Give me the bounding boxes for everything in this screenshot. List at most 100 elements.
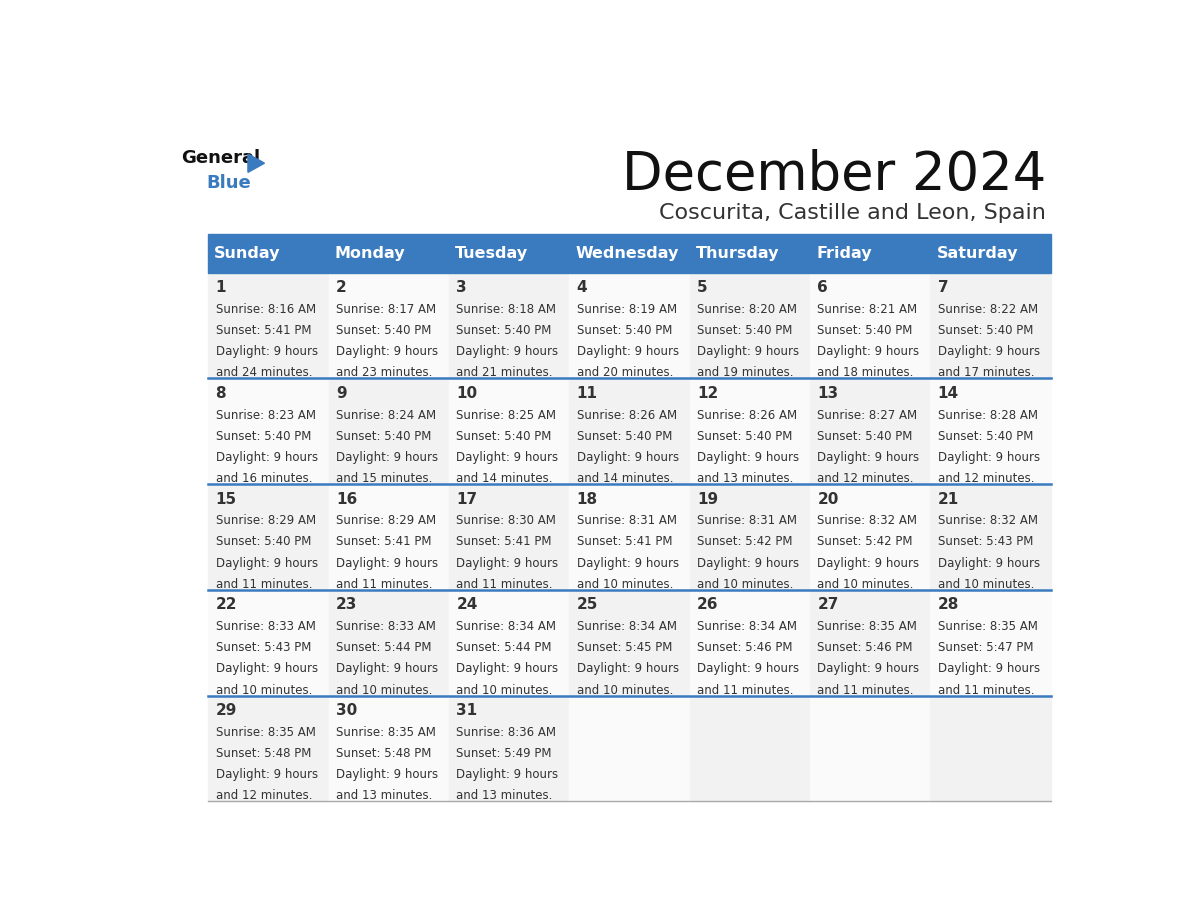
Text: Sunset: 5:46 PM: Sunset: 5:46 PM	[817, 641, 912, 655]
Text: Daylight: 9 hours: Daylight: 9 hours	[456, 556, 558, 570]
Text: and 13 minutes.: and 13 minutes.	[456, 789, 552, 802]
Text: and 10 minutes.: and 10 minutes.	[817, 577, 914, 591]
Bar	[208, 590, 329, 696]
Bar	[690, 273, 810, 378]
Text: 26: 26	[697, 598, 719, 612]
Bar	[329, 484, 449, 590]
Text: Sunrise: 8:30 AM: Sunrise: 8:30 AM	[456, 514, 556, 527]
Text: 29: 29	[215, 703, 236, 718]
Text: and 10 minutes.: and 10 minutes.	[576, 577, 672, 591]
Text: 3: 3	[456, 280, 467, 296]
Text: Daylight: 9 hours: Daylight: 9 hours	[697, 451, 800, 464]
Text: Sunday: Sunday	[214, 246, 280, 261]
Text: Sunset: 5:40 PM: Sunset: 5:40 PM	[576, 430, 672, 442]
Text: and 10 minutes.: and 10 minutes.	[937, 577, 1034, 591]
Bar	[569, 590, 690, 696]
Text: 27: 27	[817, 598, 839, 612]
Polygon shape	[248, 154, 265, 173]
Text: and 17 minutes.: and 17 minutes.	[937, 366, 1035, 379]
Text: 1: 1	[215, 280, 226, 296]
Text: Sunset: 5:42 PM: Sunset: 5:42 PM	[817, 535, 912, 548]
Text: Sunset: 5:40 PM: Sunset: 5:40 PM	[456, 324, 551, 337]
Text: Sunset: 5:40 PM: Sunset: 5:40 PM	[937, 430, 1034, 442]
Text: Thursday: Thursday	[696, 246, 779, 261]
Text: Daylight: 9 hours: Daylight: 9 hours	[817, 663, 920, 676]
Text: Sunrise: 8:24 AM: Sunrise: 8:24 AM	[336, 409, 436, 421]
Bar	[930, 273, 1051, 378]
Text: Sunset: 5:48 PM: Sunset: 5:48 PM	[336, 747, 431, 760]
Text: Sunrise: 8:26 AM: Sunrise: 8:26 AM	[576, 409, 677, 421]
Text: and 10 minutes.: and 10 minutes.	[456, 684, 552, 697]
Text: Sunset: 5:40 PM: Sunset: 5:40 PM	[697, 324, 792, 337]
Text: Sunrise: 8:31 AM: Sunrise: 8:31 AM	[576, 514, 677, 527]
Text: Sunrise: 8:34 AM: Sunrise: 8:34 AM	[456, 620, 556, 633]
Text: 2: 2	[336, 280, 347, 296]
Text: Daylight: 9 hours: Daylight: 9 hours	[215, 345, 317, 358]
Text: Sunrise: 8:33 AM: Sunrise: 8:33 AM	[215, 620, 316, 633]
Text: and 11 minutes.: and 11 minutes.	[937, 684, 1035, 697]
Bar	[930, 590, 1051, 696]
Text: and 11 minutes.: and 11 minutes.	[817, 684, 914, 697]
Text: Sunrise: 8:21 AM: Sunrise: 8:21 AM	[817, 303, 917, 316]
Text: Daylight: 9 hours: Daylight: 9 hours	[576, 663, 678, 676]
Text: Sunrise: 8:22 AM: Sunrise: 8:22 AM	[937, 303, 1038, 316]
Text: Daylight: 9 hours: Daylight: 9 hours	[215, 663, 317, 676]
Text: 30: 30	[336, 703, 358, 718]
Text: Sunset: 5:40 PM: Sunset: 5:40 PM	[817, 430, 912, 442]
Text: Daylight: 9 hours: Daylight: 9 hours	[817, 345, 920, 358]
Bar	[569, 273, 690, 378]
Bar	[449, 696, 569, 801]
Bar	[329, 696, 449, 801]
Bar	[930, 378, 1051, 484]
Text: 14: 14	[937, 386, 959, 401]
Bar	[569, 696, 690, 801]
Text: and 14 minutes.: and 14 minutes.	[576, 472, 674, 485]
Text: Sunset: 5:40 PM: Sunset: 5:40 PM	[576, 324, 672, 337]
Text: 9: 9	[336, 386, 347, 401]
Text: Sunrise: 8:34 AM: Sunrise: 8:34 AM	[697, 620, 797, 633]
Text: Daylight: 9 hours: Daylight: 9 hours	[456, 663, 558, 676]
Text: Sunrise: 8:35 AM: Sunrise: 8:35 AM	[215, 726, 316, 739]
Text: 19: 19	[697, 492, 718, 507]
Text: and 20 minutes.: and 20 minutes.	[576, 366, 672, 379]
Text: and 11 minutes.: and 11 minutes.	[456, 577, 552, 591]
Bar	[810, 378, 930, 484]
Text: and 10 minutes.: and 10 minutes.	[576, 684, 672, 697]
Text: and 14 minutes.: and 14 minutes.	[456, 472, 552, 485]
Text: Sunset: 5:40 PM: Sunset: 5:40 PM	[817, 324, 912, 337]
Bar	[208, 484, 329, 590]
Text: Friday: Friday	[816, 246, 872, 261]
Text: Monday: Monday	[335, 246, 405, 261]
Bar	[329, 590, 449, 696]
Text: and 15 minutes.: and 15 minutes.	[336, 472, 432, 485]
Text: and 18 minutes.: and 18 minutes.	[817, 366, 914, 379]
Text: Wednesday: Wednesday	[575, 246, 678, 261]
Text: Daylight: 9 hours: Daylight: 9 hours	[697, 345, 800, 358]
Text: Daylight: 9 hours: Daylight: 9 hours	[576, 345, 678, 358]
Text: Sunrise: 8:20 AM: Sunrise: 8:20 AM	[697, 303, 797, 316]
Text: Sunrise: 8:27 AM: Sunrise: 8:27 AM	[817, 409, 917, 421]
Text: Sunrise: 8:35 AM: Sunrise: 8:35 AM	[937, 620, 1037, 633]
Text: 7: 7	[937, 280, 948, 296]
Text: Sunset: 5:41 PM: Sunset: 5:41 PM	[576, 535, 672, 548]
Bar	[208, 273, 329, 378]
Text: Sunset: 5:43 PM: Sunset: 5:43 PM	[215, 641, 311, 655]
Text: Sunrise: 8:35 AM: Sunrise: 8:35 AM	[336, 726, 436, 739]
Text: Sunset: 5:42 PM: Sunset: 5:42 PM	[697, 535, 792, 548]
Text: and 12 minutes.: and 12 minutes.	[817, 472, 914, 485]
Text: 5: 5	[697, 280, 708, 296]
Text: 17: 17	[456, 492, 478, 507]
Bar	[810, 696, 930, 801]
Text: Sunset: 5:40 PM: Sunset: 5:40 PM	[456, 430, 551, 442]
Text: Sunrise: 8:23 AM: Sunrise: 8:23 AM	[215, 409, 316, 421]
Text: Daylight: 9 hours: Daylight: 9 hours	[215, 451, 317, 464]
Text: 4: 4	[576, 280, 587, 296]
Text: and 16 minutes.: and 16 minutes.	[215, 472, 312, 485]
Text: Daylight: 9 hours: Daylight: 9 hours	[215, 768, 317, 781]
Text: and 11 minutes.: and 11 minutes.	[697, 684, 794, 697]
Bar	[569, 378, 690, 484]
Text: Sunrise: 8:18 AM: Sunrise: 8:18 AM	[456, 303, 556, 316]
Text: Sunrise: 8:16 AM: Sunrise: 8:16 AM	[215, 303, 316, 316]
Text: Sunrise: 8:26 AM: Sunrise: 8:26 AM	[697, 409, 797, 421]
Bar	[569, 484, 690, 590]
